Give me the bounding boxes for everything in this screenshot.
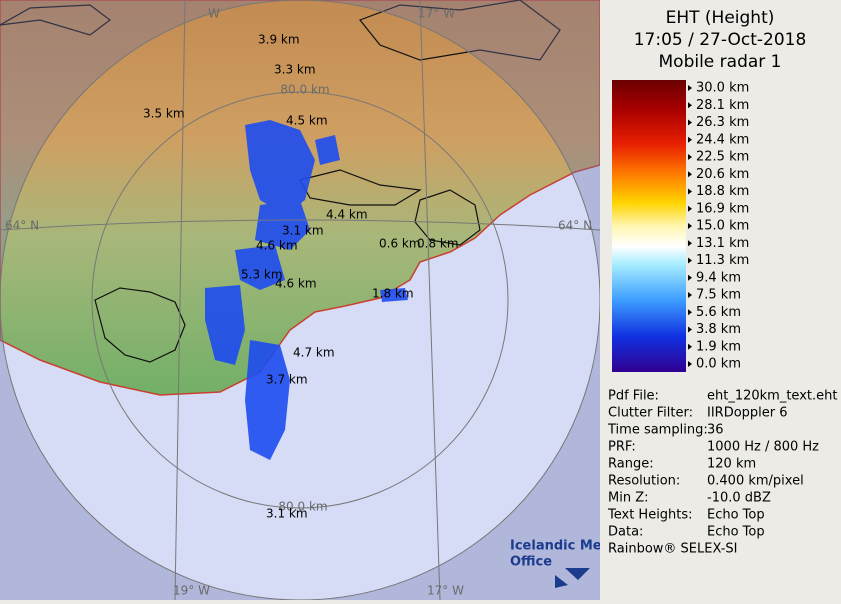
echo-label: 5.3 km	[241, 268, 283, 282]
legend-tick	[688, 274, 692, 281]
legend-label: 20.6 km	[696, 167, 749, 182]
legend: 30.0 km 28.1 km 26.3 km 24.4 km 22.5 km 20.6 …	[688, 81, 749, 372]
legend-tick	[688, 119, 692, 126]
legend-label: 30.0 km	[696, 81, 749, 96]
legend-label: 16.9 km	[696, 201, 749, 216]
info-value: Echo Top	[707, 508, 765, 523]
legend-tick	[688, 240, 692, 247]
info-value: 0.400 km/pixel	[707, 474, 804, 489]
legend-label: 28.1 km	[696, 98, 749, 113]
legend-label: 1.9 km	[696, 339, 741, 354]
range-label: 80.0 km	[280, 83, 329, 97]
info-value: IIRDoppler 6	[707, 406, 788, 421]
legend-label: 0.0 km	[696, 357, 741, 372]
info-label: PRF:	[608, 440, 636, 455]
echo-label: 0.8 km	[417, 237, 459, 251]
info-label: Time sampling:	[607, 423, 708, 438]
info-label: Resolution:	[608, 474, 680, 489]
legend-tick	[688, 361, 692, 367]
datetime: 17:05 / 27-Oct-2018	[634, 30, 807, 50]
info-value: eht_120km_text.eht	[707, 389, 837, 404]
range-label: 80.0 km	[278, 500, 327, 514]
echo-label: 3.1 km	[266, 507, 308, 521]
info-table: Pdf File: eht_120km_text.eht Clutter Filte…	[607, 389, 837, 540]
legend-tick	[688, 292, 692, 298]
legend-tick	[688, 188, 692, 195]
range-rings	[0, 0, 600, 600]
echo-label: 4.4 km	[326, 208, 368, 222]
info-value: 36	[707, 423, 724, 438]
title: EHT (Height)	[666, 8, 775, 28]
echo-label: 4.6 km	[256, 239, 298, 253]
logo-text: Icelandic Met	[510, 539, 608, 554]
info-label: Clutter Filter:	[608, 406, 693, 421]
logo-icon	[555, 568, 590, 588]
legend-label: 15.0 km	[696, 219, 749, 234]
echo-label: 3.5 km	[143, 107, 185, 121]
legend-tick	[688, 154, 692, 160]
echo-label: 4.7 km	[293, 346, 335, 360]
legend-tick	[688, 136, 692, 143]
range-mask	[0, 0, 600, 600]
legend-label: 7.5 km	[696, 288, 741, 303]
legend-label: 22.5 km	[696, 150, 749, 165]
grid-label: 64° N	[558, 219, 592, 233]
legend-label: 26.3 km	[696, 115, 749, 130]
legend-tick	[688, 171, 692, 178]
info-label: Pdf File:	[608, 389, 659, 404]
grid-label: 17° W	[427, 584, 464, 598]
echo-label: 3.7 km	[266, 373, 308, 387]
legend-tick	[688, 85, 692, 91]
legend-tick	[688, 223, 692, 229]
legend-label: 3.8 km	[696, 322, 741, 337]
legend-label: 13.1 km	[696, 236, 749, 251]
legend-label: 24.4 km	[696, 132, 749, 147]
legend-tick	[688, 205, 692, 212]
grid-label: 17° W	[418, 7, 455, 21]
legend-tick	[688, 326, 692, 333]
echo-label: 3.3 km	[274, 63, 316, 77]
info-label: Data:	[608, 525, 643, 540]
map: 80.0 km 80.0 km 64° N 64° N 19° W 17° W …	[0, 0, 608, 600]
legend-label: 9.4 km	[696, 270, 741, 285]
info-label: Min Z:	[608, 491, 649, 506]
info-label: Range:	[608, 457, 654, 472]
glacier-outlines	[0, 0, 561, 363]
echo-label: 4.5 km	[286, 114, 328, 128]
legend-label: 5.6 km	[696, 305, 741, 320]
legend-label: 18.8 km	[696, 184, 749, 199]
footer: Rainbow® SELEX-SI	[608, 542, 738, 557]
info-value: Echo Top	[707, 525, 765, 540]
info-value: 120 km	[707, 457, 756, 472]
grid-label: W	[208, 7, 220, 21]
radar-echoes	[205, 120, 408, 460]
legend-label: 11.3 km	[696, 253, 749, 268]
echo-label: 3.1 km	[282, 224, 324, 238]
grid-label: 64° N	[5, 219, 39, 233]
colorbar	[612, 80, 686, 372]
info-value: -10.0 dBZ	[707, 491, 771, 506]
radar-name: Mobile radar 1	[659, 52, 782, 72]
echo-label: 3.9 km	[258, 33, 300, 47]
echo-label: 0.6 km	[379, 237, 421, 251]
echo-label: 4.6 km	[275, 277, 317, 291]
echo-label: 1.8 km	[372, 287, 414, 301]
logo-text: Office	[510, 555, 552, 570]
legend-tick	[688, 102, 692, 109]
info-value: 1000 Hz / 800 Hz	[707, 440, 819, 455]
grid-label: 19° W	[173, 584, 210, 598]
legend-tick	[688, 257, 692, 264]
legend-tick	[688, 343, 692, 350]
legend-tick	[688, 309, 692, 316]
echo-labels: 3.9 km3.3 km3.5 km 4.5 km4.4 km3.1 km0.6 …	[143, 33, 459, 521]
info-label: Text Heights:	[607, 508, 693, 523]
